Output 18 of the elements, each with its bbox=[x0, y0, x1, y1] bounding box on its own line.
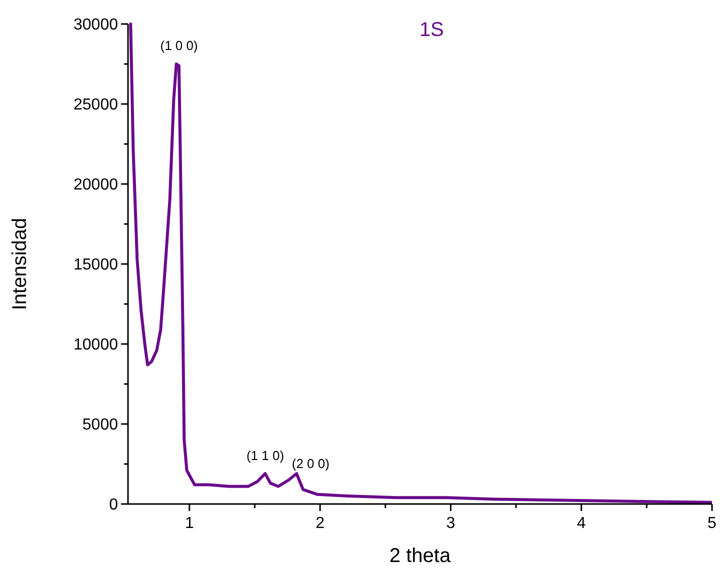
y-tick-label: 10000 bbox=[74, 336, 118, 354]
x-tick-label: 3 bbox=[446, 515, 456, 532]
x-tick-label: 5 bbox=[708, 515, 717, 532]
y-tick-label: 15000 bbox=[74, 256, 118, 274]
y-tick-label: 20000 bbox=[74, 176, 118, 194]
y-tick-label: 5000 bbox=[82, 416, 118, 434]
x-axis-title: 2 theta bbox=[389, 545, 452, 567]
annotation: (1 0 0) bbox=[160, 38, 198, 53]
annotation: (1 1 0) bbox=[246, 448, 284, 463]
y-axis-title: Intensidad bbox=[9, 218, 31, 310]
y-tick-label: 30000 bbox=[74, 16, 118, 34]
y-tick-label: 25000 bbox=[74, 96, 118, 114]
x-tick-label: 1 bbox=[184, 515, 194, 532]
x-tick-label: 2 bbox=[316, 515, 325, 532]
text: 1S bbox=[419, 19, 444, 41]
x-tick-label: 4 bbox=[576, 515, 586, 532]
annotation: (2 0 0) bbox=[292, 456, 330, 471]
y-tick-label: 0 bbox=[109, 496, 118, 514]
